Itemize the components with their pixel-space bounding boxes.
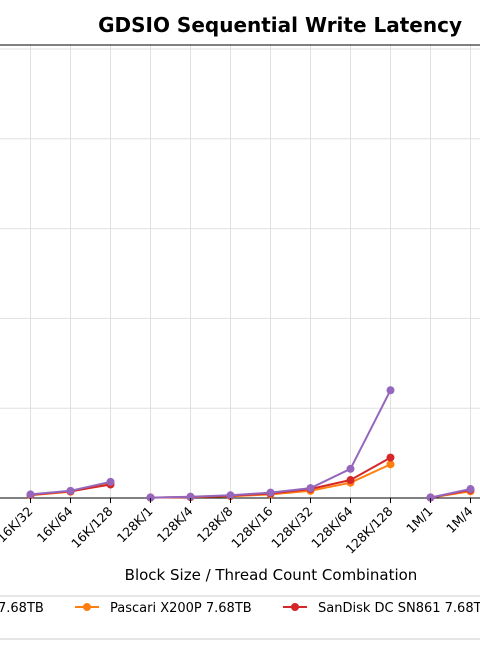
axes	[0, 44, 480, 499]
data-point	[66, 486, 75, 495]
data-point	[146, 493, 155, 502]
x-tick-label: 16K/32	[0, 504, 36, 546]
data-point	[386, 460, 395, 469]
data-point	[346, 476, 355, 485]
data-point	[306, 484, 315, 493]
chart-title: GDSIO Sequential Write Latency	[98, 13, 462, 37]
data-point	[466, 485, 475, 494]
data-point	[106, 477, 115, 486]
data-point	[26, 490, 35, 499]
x-tick-labels: 16K/3216K/6416K/128128K/1128K/4128K/8128…	[0, 498, 476, 557]
legend-label: Pascari X200P 7.68TB	[110, 601, 252, 616]
x-tick-label: 1M/1	[403, 504, 435, 536]
x-tick-label: 128K/1	[114, 504, 156, 546]
grid	[0, 45, 480, 499]
x-tick-label: 1M/4	[443, 503, 475, 535]
data-point	[226, 491, 235, 500]
x-axis-label: Block Size / Thread Count Combination	[125, 566, 418, 584]
legend-label: SanDisk DC SN861 7.68TB	[318, 601, 480, 616]
data-point	[346, 464, 355, 473]
data-point	[266, 488, 275, 497]
series-2	[26, 386, 475, 502]
legend-box	[0, 595, 480, 640]
x-tick-label: 128K/32	[268, 504, 316, 552]
x-tick-label: 128K/4	[154, 503, 196, 545]
legend-swatch-marker	[291, 603, 299, 611]
x-tick-label: 16K/128	[68, 503, 116, 551]
data-point	[386, 386, 395, 395]
legend-label: 7.68TB	[0, 601, 44, 616]
data-point	[426, 493, 435, 502]
legend-swatch-marker	[83, 603, 91, 611]
series-layer	[26, 386, 475, 502]
data-point	[386, 453, 395, 462]
series-line	[430, 488, 471, 499]
x-tick-label: 128K/16	[228, 503, 276, 551]
legend: 7.68TB Pascari X200P 7.68TB SanDisk DC SN8…	[0, 595, 480, 640]
data-point	[186, 492, 195, 501]
